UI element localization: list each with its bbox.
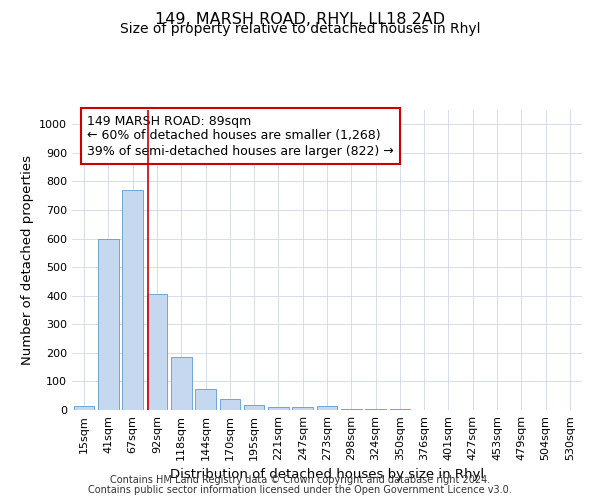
- Bar: [292, 407, 313, 410]
- Bar: [74, 406, 94, 410]
- Text: 149, MARSH ROAD, RHYL, LL18 2AD: 149, MARSH ROAD, RHYL, LL18 2AD: [155, 12, 445, 28]
- Bar: [220, 400, 240, 410]
- Bar: [244, 405, 265, 410]
- Bar: [365, 409, 386, 410]
- Bar: [122, 190, 143, 410]
- Text: Contains public sector information licensed under the Open Government Licence v3: Contains public sector information licen…: [88, 485, 512, 495]
- Bar: [171, 357, 191, 410]
- Bar: [268, 406, 289, 410]
- Y-axis label: Number of detached properties: Number of detached properties: [20, 155, 34, 365]
- Bar: [146, 294, 167, 410]
- Bar: [98, 238, 119, 410]
- Text: Size of property relative to detached houses in Rhyl: Size of property relative to detached ho…: [120, 22, 480, 36]
- Bar: [341, 408, 362, 410]
- X-axis label: Distribution of detached houses by size in Rhyl: Distribution of detached houses by size …: [170, 468, 484, 481]
- Bar: [195, 388, 216, 410]
- Bar: [317, 406, 337, 410]
- Text: Contains HM Land Registry data © Crown copyright and database right 2024.: Contains HM Land Registry data © Crown c…: [110, 475, 490, 485]
- Text: 149 MARSH ROAD: 89sqm
← 60% of detached houses are smaller (1,268)
39% of semi-d: 149 MARSH ROAD: 89sqm ← 60% of detached …: [88, 114, 394, 158]
